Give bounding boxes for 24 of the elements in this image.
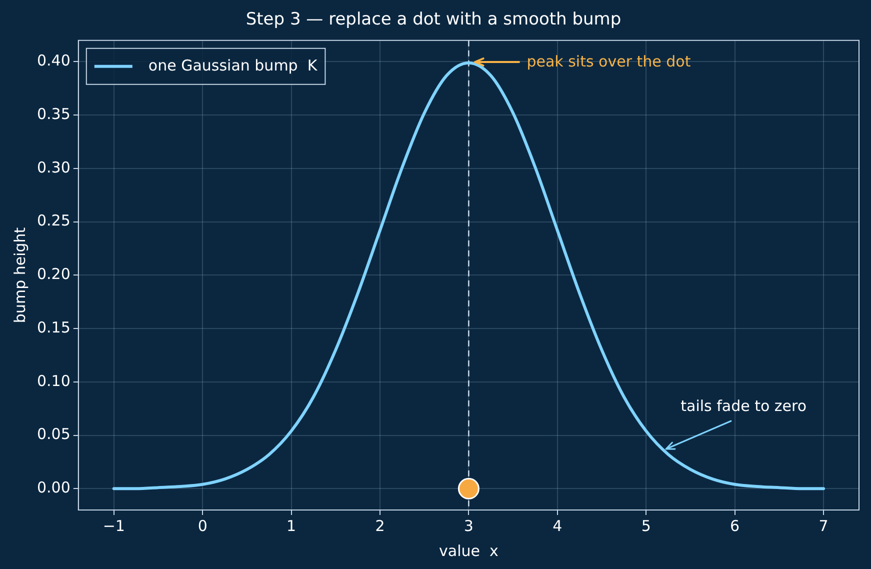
- chart-title: Step 3 — replace a dot with a smooth bump: [246, 10, 622, 30]
- x-tick-label: 1: [286, 516, 296, 535]
- x-tick-label: 0: [198, 516, 208, 535]
- y-tick-label: 0.20: [36, 265, 70, 284]
- legend-label: one Gaussian bump K: [148, 56, 318, 74]
- x-tick-label: 2: [375, 516, 385, 535]
- x-tick-label: −1: [102, 516, 125, 535]
- x-tick-label: 3: [464, 516, 474, 535]
- y-tick-label: 0.30: [36, 158, 70, 176]
- x-tick-label: 7: [818, 516, 828, 535]
- y-tick-label: 0.35: [36, 105, 70, 123]
- y-tick-label: 0.10: [36, 372, 70, 390]
- x-tick-label: 5: [641, 516, 651, 535]
- y-axis-title: bump height: [10, 227, 29, 324]
- y-tick-label: 0.05: [36, 425, 70, 444]
- x-tick-label: 6: [730, 516, 740, 535]
- y-tick-label: 0.40: [36, 52, 70, 70]
- y-tick-label: 0.00: [36, 478, 70, 497]
- x-tick-label: 4: [552, 516, 562, 535]
- annotation: tails fade to zero: [680, 397, 807, 416]
- x-axis-title: value x: [439, 542, 499, 560]
- annotation: peak sits over the dot: [526, 52, 691, 70]
- y-tick-label: 0.15: [36, 318, 70, 336]
- y-tick-label: 0.25: [36, 212, 70, 230]
